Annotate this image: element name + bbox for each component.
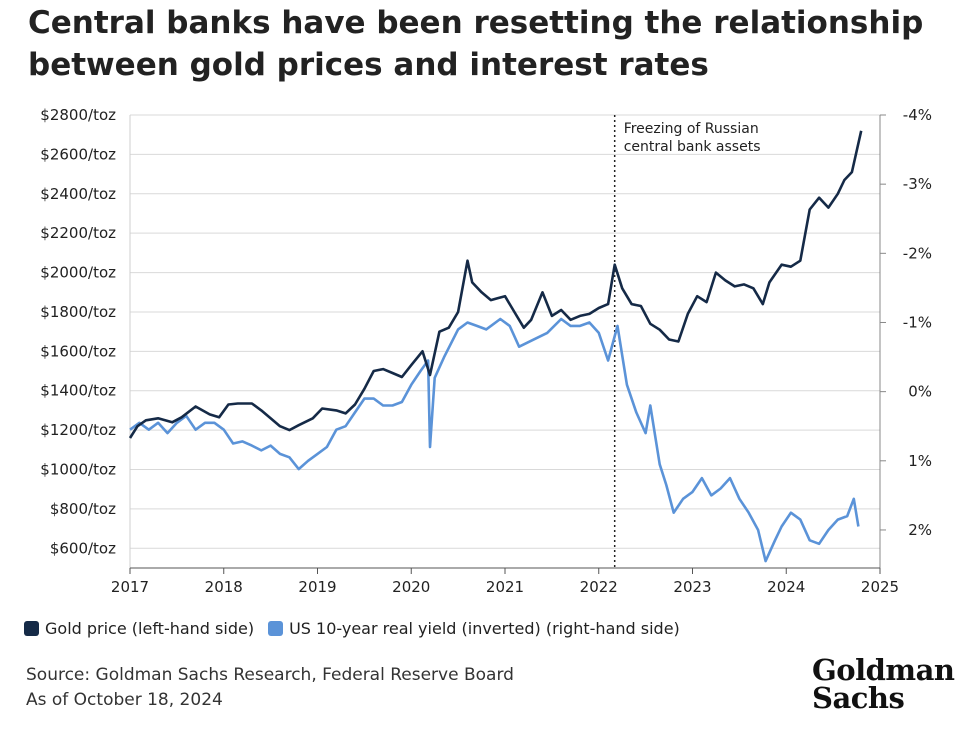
right-axis-ticks: -4% -3% -2% -1% 0% 1% 2% [880, 106, 932, 539]
x-tick-label: 2019 [298, 578, 336, 596]
gridlines [129, 114, 881, 569]
chart-title: Central banks have been resetting the re… [28, 5, 924, 83]
legend-item-yield: US 10-year real yield (inverted) (right-… [268, 619, 680, 638]
right-tick-label: 1% [908, 452, 932, 470]
left-tick-label: $2000/toz [40, 264, 116, 282]
left-tick-label: $2600/toz [40, 145, 116, 163]
x-tick-label: 2025 [861, 578, 899, 596]
left-tick-label: $2800/toz [40, 106, 116, 124]
legend-label-gold: Gold price (left-hand side) [45, 619, 255, 638]
x-tick-label: 2017 [111, 578, 149, 596]
x-axis-ticks: 2017 2018 2019 2020 2021 2022 2023 2024 2025 [111, 568, 899, 596]
left-tick-label: $1000/toz [40, 461, 116, 479]
logo-line-1: Goldman [812, 653, 955, 687]
legend-label-yield: US 10-year real yield (inverted) (right-… [289, 619, 680, 638]
right-tick-label: -3% [903, 175, 932, 193]
left-tick-label: $1600/toz [40, 342, 116, 360]
right-tick-label: 2% [908, 521, 932, 539]
gold-price-line [128, 130, 863, 439]
x-tick-label: 2024 [767, 578, 805, 596]
left-tick-label: $1200/toz [40, 421, 116, 439]
goldman-sachs-logo: Goldman Sachs [812, 653, 955, 715]
annotation-text-1: Freezing of Russian [624, 121, 759, 137]
left-tick-label: $800/toz [50, 500, 116, 518]
right-tick-label: -4% [903, 106, 932, 124]
left-tick-label: $1800/toz [40, 303, 116, 321]
left-tick-label: $600/toz [50, 539, 116, 557]
right-tick-label: -2% [903, 244, 932, 262]
source-note: Source: Goldman Sachs Research, Federal … [26, 663, 514, 713]
legend-item-gold: Gold price (left-hand side) [24, 619, 254, 638]
left-tick-label: $2400/toz [40, 185, 116, 203]
left-tick-label: $1400/toz [40, 382, 116, 400]
legend-swatch-gold [24, 621, 39, 636]
x-tick-label: 2021 [486, 578, 524, 596]
chart-area: $2800/toz $2600/toz $2400/toz $2200/toz $200… [40, 106, 932, 596]
x-tick-label: 2020 [392, 578, 430, 596]
right-tick-label: -1% [903, 313, 932, 331]
annotation: Freezing of Russian central bank assets [613, 115, 761, 568]
legend-swatch-yield [268, 621, 284, 636]
as-of-date: As of October 18, 2024 [26, 690, 223, 710]
left-axis-ticks: $2800/toz $2600/toz $2400/toz $2200/toz $200… [40, 106, 116, 557]
logo-line-2: Sachs [812, 681, 905, 715]
source-text: Source: Goldman Sachs Research, Federal … [26, 665, 514, 685]
right-tick-label: 0% [908, 383, 932, 401]
x-tick-label: 2022 [580, 578, 618, 596]
x-tick-label: 2023 [673, 578, 711, 596]
real-yield-line [129, 317, 860, 563]
left-tick-label: $2200/toz [40, 224, 116, 242]
legend: Gold price (left-hand side) US 10-year r… [24, 619, 694, 638]
annotation-text-2: central bank assets [624, 139, 761, 155]
x-tick-label: 2018 [205, 578, 243, 596]
series-lines [128, 130, 863, 563]
